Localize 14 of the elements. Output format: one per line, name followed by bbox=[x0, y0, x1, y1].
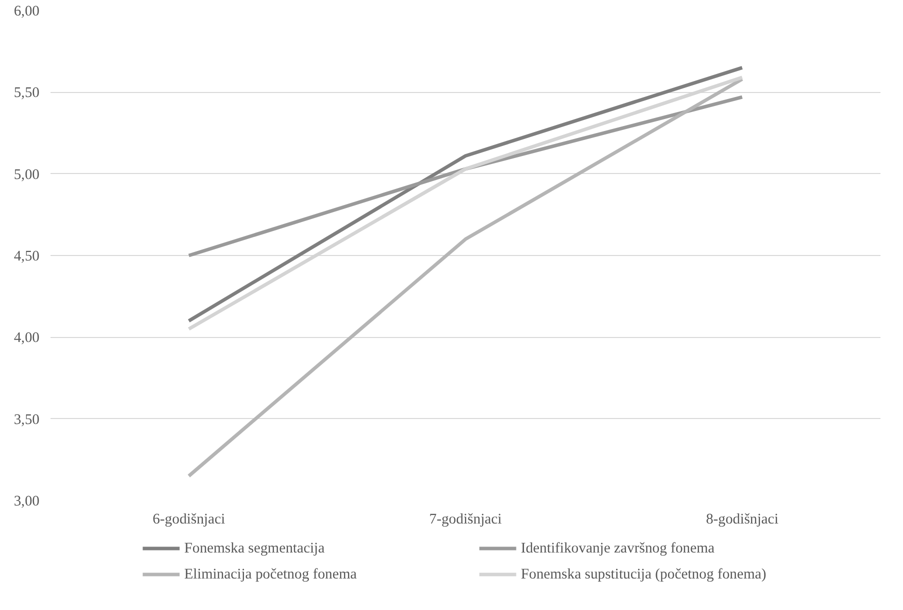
x-tick-label: 8-godišnjaci bbox=[706, 512, 778, 528]
legend-label: Identifikovanje završnog fonema bbox=[520, 540, 716, 556]
y-tick-label: 6,00 bbox=[14, 4, 40, 20]
y-tick-label: 4,00 bbox=[14, 330, 40, 346]
y-tick-label: 4,50 bbox=[14, 248, 40, 264]
legend-label: Eliminacija početnog fonema bbox=[184, 566, 358, 582]
legend-label: Fonemska supstitucija (početnog fonema) bbox=[520, 566, 766, 582]
x-tick-label: 7-godišnjaci bbox=[429, 512, 502, 528]
y-tick-label: 3,50 bbox=[14, 412, 40, 428]
y-tick-label: 5,00 bbox=[14, 166, 40, 183]
y-tick-label: 5,50 bbox=[14, 85, 40, 102]
legend-label: Fonemska segmentacija bbox=[184, 540, 326, 556]
y-tick-label: 3,00 bbox=[14, 494, 40, 510]
x-tick-label: 6-godišnjaci bbox=[152, 512, 226, 528]
